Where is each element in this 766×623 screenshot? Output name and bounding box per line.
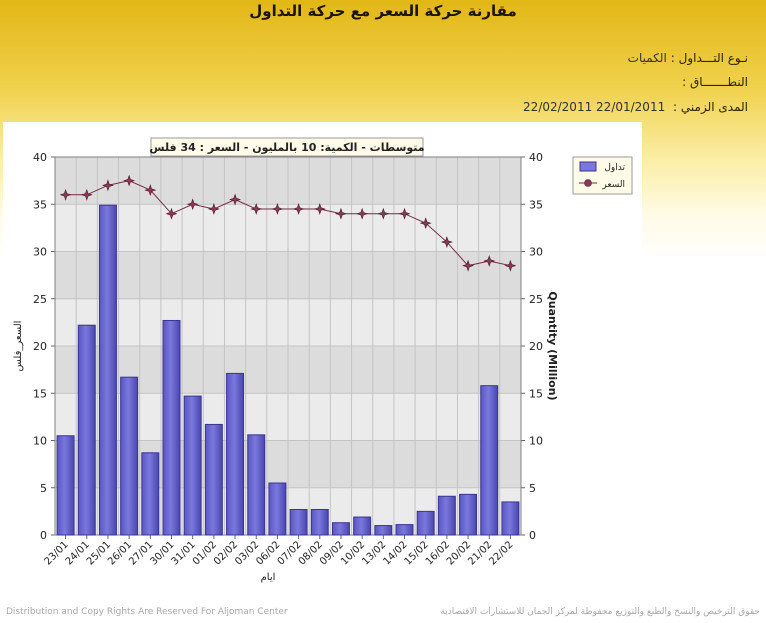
bar-13/02: [374, 525, 393, 536]
price-marker-02/02: [229, 193, 241, 206]
price-marker-24/01: [80, 188, 93, 201]
bar-20/02: [459, 493, 478, 536]
price-marker-08/02: [313, 203, 326, 215]
bar-21/02: [480, 385, 499, 536]
price-marker-10/02: [356, 207, 369, 220]
y-tick-label-left: 30: [33, 246, 47, 259]
bar-09/02: [331, 522, 350, 536]
bar-01/02: [204, 423, 223, 536]
price-marker-16/02: [440, 236, 453, 248]
range-row: النطـــــــاق :: [678, 75, 748, 89]
price-marker-25/01: [102, 179, 114, 192]
range-label: النطـــــــاق :: [682, 75, 748, 89]
price-marker-22/02: [504, 259, 517, 272]
price-marker-20/02: [462, 259, 474, 272]
bar-02/02: [226, 372, 245, 536]
bar-14/02: [395, 524, 414, 536]
bar-27/01: [141, 452, 160, 536]
y-tick-label-right: 15: [529, 387, 543, 400]
y-tick-label-right: 10: [529, 435, 543, 448]
y-tick-label-left: 40: [33, 151, 47, 164]
y-tick-label-right: 40: [529, 151, 543, 164]
trade-type-label: نـوع التـــداول :: [670, 51, 748, 65]
y-tick-label-left: 10: [33, 435, 47, 448]
y-tick-label-left: 5: [40, 482, 47, 495]
price-marker-06/02: [271, 203, 284, 215]
price-marker-07/02: [292, 203, 305, 215]
chart-panel: 0 0 5 5 10 10 15 15 20 20 25 25 30 30 35 35 40 40 23/01 24/…: [3, 122, 642, 598]
y-tick-label-right: 35: [529, 198, 543, 211]
price-marker-31/01: [186, 198, 199, 211]
y-tick-label-right: 20: [529, 340, 543, 353]
y-tick-label-right: 25: [529, 293, 543, 306]
bar-26/01: [120, 376, 139, 536]
price-marker-21/02: [483, 255, 496, 267]
bar-06/02: [268, 482, 287, 536]
bar-10/02: [353, 516, 372, 536]
trade-type-row: نـوع التـــداول :الكميات: [628, 51, 748, 65]
bar-16/02: [437, 495, 456, 536]
bar-24/01: [77, 324, 96, 536]
bar-25/01: [98, 204, 117, 536]
y-tick-label-left: 0: [40, 529, 47, 542]
y-tick-label-right: 30: [529, 246, 543, 259]
price-marker-01/02: [207, 203, 220, 215]
price-marker-14/02: [398, 207, 411, 220]
price-marker-13/02: [377, 207, 390, 220]
y-tick-label-left: 35: [33, 198, 47, 211]
legend-label-bar: تداول: [604, 163, 625, 173]
bar-30/01: [162, 319, 181, 536]
y-axis-label-left: السعر_فلس: [13, 321, 24, 372]
plot-frame: [54, 156, 522, 536]
bar-03/02: [247, 434, 266, 536]
bar-23/01: [56, 435, 75, 536]
footer-copyright-en: Distribution and Copy Rights Are Reserve…: [6, 607, 288, 617]
chart-title: متوسطات - الكمية: 10 بالمليون - السعر : …: [149, 141, 424, 154]
bar-31/01: [183, 395, 202, 536]
y-tick-label-left: 25: [33, 293, 47, 306]
price-marker-09/02: [335, 207, 347, 220]
bar-22/02: [501, 501, 520, 536]
y-axis-label-right: Quantity (Million): [546, 291, 559, 400]
price-marker-30/01: [165, 207, 178, 220]
period-label: المدى الزمني :: [673, 100, 748, 114]
legend-swatch-bar: [579, 161, 597, 172]
footer-copyright-ar: حقوق الترخيص والنسخ والطبع والتوزيع محفو…: [440, 607, 760, 617]
price-marker-03/02: [250, 203, 263, 215]
period-to: 22/02/2011: [523, 100, 593, 114]
y-tick-label-right: 0: [529, 529, 536, 542]
period-from: 22/01/2011: [596, 100, 666, 114]
period-row: المدى الزمني : 22/01/2011 22/02/2011: [523, 100, 748, 114]
bar-08/02: [310, 508, 329, 536]
x-axis-label: ايام: [261, 572, 276, 583]
price-marker-27/01: [144, 184, 157, 196]
bar-15/02: [416, 510, 435, 536]
y-tick-label-left: 20: [33, 340, 47, 353]
page-title: مقارنة حركة السعر مع حركة التداول: [249, 2, 517, 20]
chart-title-box: [150, 137, 424, 157]
x-tick-label-22/02: 22/02: [487, 539, 515, 567]
bar-07/02: [289, 508, 308, 536]
price-line: [65, 180, 511, 267]
price-marker-26/01: [123, 174, 136, 187]
legend-box: [572, 156, 633, 195]
legend-swatch-marker: [584, 179, 592, 187]
y-tick-label-left: 15: [33, 387, 47, 400]
trade-type-value: الكميات: [627, 51, 667, 65]
price-marker-15/02: [419, 217, 432, 230]
y-tick-label-right: 5: [529, 482, 536, 495]
legend-label-line: السعر: [601, 180, 625, 190]
price-marker-23/01: [59, 188, 72, 201]
